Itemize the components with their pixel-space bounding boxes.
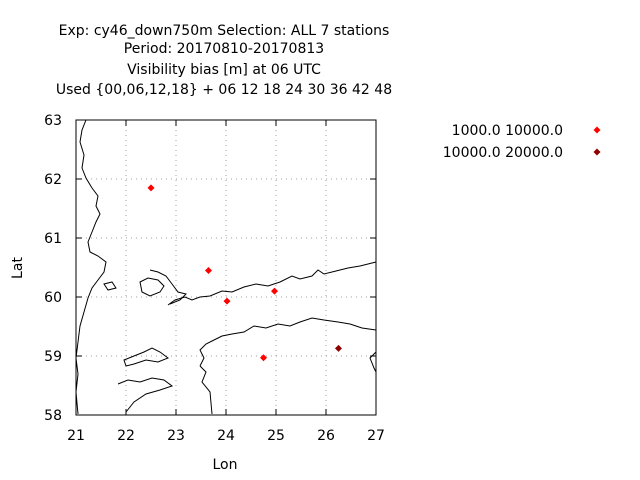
grid xyxy=(76,120,376,415)
y-axis-label: Lat xyxy=(10,257,26,279)
x-tick-label: 22 xyxy=(117,428,135,444)
archipelago-shore xyxy=(149,269,187,305)
legend-label-2: 10000.0 20000.0 xyxy=(443,145,563,161)
axis-ticks: 21 22 23 24 25 26 27 58 59 60 61 62 63 xyxy=(44,113,385,444)
x-tick-label: 21 xyxy=(67,428,85,444)
title-line-3: Visibility bias [m] at 06 UTC xyxy=(127,62,321,78)
coastline-gulf-south xyxy=(199,317,377,367)
scatter-point-series-1 xyxy=(205,266,212,274)
title-line-2: Period: 20170810-20170813 xyxy=(124,41,324,57)
y-tick-label: 62 xyxy=(44,172,62,188)
y-tick-label: 61 xyxy=(44,231,62,247)
scatter-point-series-1 xyxy=(147,184,155,192)
x-tick-label: 27 xyxy=(367,428,385,444)
x-tick-label: 23 xyxy=(167,428,185,444)
title-line-1: Exp: cy46_down750m Selection: ALL 7 stat… xyxy=(59,23,390,39)
legend: 1000.0 10000.0 10000.0 20000.0 xyxy=(443,123,601,161)
scatter-point-series-2 xyxy=(335,344,342,352)
x-axis-label: Lon xyxy=(213,457,238,473)
y-tick-label: 58 xyxy=(44,408,62,424)
peninsula-east xyxy=(369,351,377,373)
legend-marker-1 xyxy=(593,126,601,134)
archipelago-islet-1 xyxy=(103,281,117,291)
data-points xyxy=(147,184,342,362)
legend-label-1: 1000.0 10000.0 xyxy=(452,123,563,139)
coastline-west xyxy=(75,119,107,415)
coastline-map xyxy=(75,119,377,415)
legend-marker-2 xyxy=(593,148,601,156)
y-tick-label: 63 xyxy=(44,113,62,129)
y-tick-label: 60 xyxy=(44,290,62,306)
coastline-gulf-north xyxy=(167,261,377,306)
scatter-point-series-1 xyxy=(223,297,231,305)
x-tick-label: 24 xyxy=(217,428,235,444)
saaremaa-island xyxy=(123,347,170,367)
x-tick-label: 25 xyxy=(267,428,285,444)
hiiumaa-island xyxy=(117,377,174,413)
y-tick-label: 59 xyxy=(44,349,62,365)
archipelago-island xyxy=(139,277,165,297)
coastline-south-lower xyxy=(199,365,213,415)
chart-title: Exp: cy46_down750m Selection: ALL 7 stat… xyxy=(56,23,392,98)
x-tick-label: 26 xyxy=(317,428,335,444)
scatter-point-series-1 xyxy=(271,287,278,295)
title-line-4: Used {00,06,12,18} + 06 12 18 24 30 36 4… xyxy=(56,82,392,98)
scatter-point-series-1 xyxy=(260,354,267,362)
